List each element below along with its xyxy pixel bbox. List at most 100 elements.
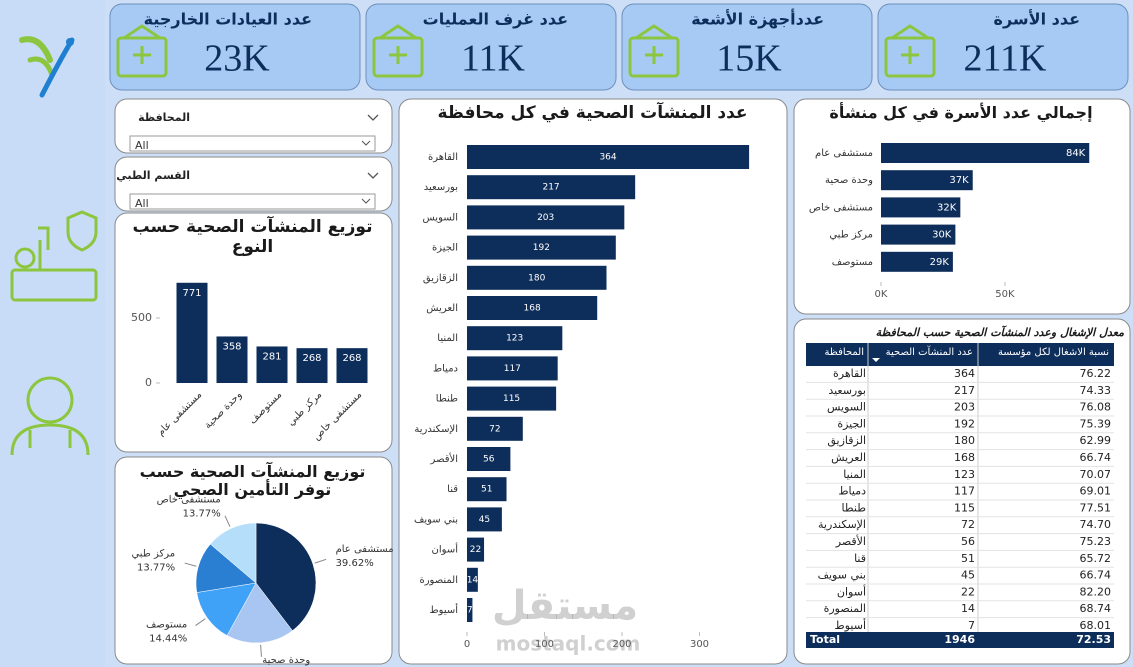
pie-slice — [195, 543, 257, 593]
x-tick-label: 100 — [535, 639, 554, 650]
table-cell: دمياط — [838, 485, 866, 498]
y-tick-label: أسوان — [432, 543, 459, 556]
kpi-icon — [884, 24, 936, 78]
bar — [467, 175, 636, 200]
pie-category-label: مستشفى خاص — [157, 495, 221, 506]
pie-category-label: مستشفى عام — [336, 544, 394, 555]
bar-value-label: 281 — [262, 351, 281, 362]
table-total-cell: 72.53 — [1076, 633, 1111, 646]
table-cell: 364 — [954, 367, 975, 380]
kpi-label: عددأجهزة الأشعة — [691, 9, 824, 29]
y-tick-label: مستشفى عام — [815, 148, 873, 159]
kpi-icon-top — [635, 24, 673, 40]
pie-category-label: وحدة صحية — [262, 655, 310, 666]
table-cell: 66.74 — [1080, 569, 1112, 582]
kpi-icon-top — [123, 24, 161, 40]
pie-value-label: 39.62% — [336, 558, 374, 569]
dropdown-chevron — [367, 172, 379, 179]
kpi-icon-body — [884, 36, 936, 78]
table-cell: 69.01 — [1080, 485, 1112, 498]
dropdown-arrow — [361, 140, 371, 146]
bar-value-label: 203 — [537, 213, 554, 223]
bar-value-label: 217 — [542, 183, 559, 193]
table-header: المحافظة — [825, 347, 864, 358]
kpi-icon — [372, 24, 424, 78]
table-header: نسبة الاشغال لكل مؤسسة — [998, 347, 1109, 358]
pie-slice — [255, 522, 317, 632]
dropdown-box — [129, 135, 376, 152]
filter-dropdown[interactable]: All — [129, 114, 379, 152]
bar-value-label: 358 — [222, 341, 241, 352]
kpi-icon — [628, 24, 680, 78]
y-tick-label: الإسكندرية — [414, 424, 458, 435]
y-tick-label: القاهرة — [428, 152, 458, 163]
table-cell: أسيوط — [835, 618, 866, 632]
pie-category-label: مستوصف — [146, 619, 187, 630]
table-total-cell: 1946 — [944, 633, 975, 646]
chart-title: إجمالي عدد الأسرة في كل منشأة — [829, 103, 1093, 122]
y-tick-label: السويس — [423, 212, 458, 223]
bar-value-label: 72 — [489, 424, 500, 434]
kpi-icon-body — [116, 36, 168, 78]
table-cell: 45 — [961, 569, 975, 582]
kpi-icon-top — [891, 24, 929, 40]
bar-value-label: 180 — [528, 273, 545, 283]
filter-dropdown[interactable]: All — [129, 172, 379, 210]
bar — [467, 205, 625, 230]
table-cell: 117 — [954, 485, 975, 498]
kpi-icon-cross — [389, 46, 407, 64]
bar — [881, 197, 961, 218]
bar-value-label: 364 — [599, 153, 616, 163]
bar — [467, 477, 507, 502]
leader-line — [195, 618, 206, 626]
x-tick-label: 300 — [690, 639, 709, 650]
bar — [881, 224, 956, 245]
table-cell: أسوان — [837, 584, 866, 598]
bar-value-label: 7 — [467, 606, 473, 616]
y-tick-label: دمياط — [433, 363, 458, 374]
y-tick-label: المنصورة — [419, 575, 458, 586]
table-cell: 77.51 — [1080, 501, 1112, 514]
bar-value-label: 168 — [524, 304, 541, 314]
bar — [256, 346, 288, 383]
table-cell: القاهرة — [833, 367, 866, 380]
bar-value-label: 56 — [483, 455, 495, 465]
kpi-value: 15K — [716, 38, 782, 80]
filter-value: All — [135, 139, 149, 152]
patient-icon — [10, 210, 98, 302]
pie-category-label: مركز طبي — [131, 548, 175, 559]
table-cell: 75.39 — [1080, 417, 1112, 430]
table-cell: بني سويف — [818, 569, 866, 582]
table-cell: 7 — [968, 619, 975, 632]
y-tick-label: 0 — [145, 376, 152, 389]
kpi-label: عدد الأسرة — [994, 10, 1080, 29]
filter-label: المحافظة — [138, 111, 190, 124]
bar-value-label: 30K — [932, 230, 952, 241]
bar-value-label: 32K — [937, 202, 957, 213]
table-cell: 68.01 — [1080, 619, 1112, 632]
kpi-icon-cross — [901, 46, 919, 64]
table-cell: 192 — [954, 417, 975, 430]
bar-value-label: 268 — [302, 353, 321, 364]
bar — [467, 416, 523, 441]
table-cell: 203 — [954, 401, 975, 414]
dropdown-chevron — [367, 114, 379, 121]
kpi-icon — [116, 24, 168, 78]
y-tick-label: 500 — [131, 311, 152, 324]
table-cell: بورسعيد — [828, 384, 866, 397]
y-tick-label: الجيزة — [432, 243, 458, 254]
dropdown-arrow — [361, 198, 371, 204]
kpi-value: 11K — [461, 38, 526, 80]
bar-value-label: 117 — [504, 364, 521, 374]
y-tick-label: الأقصر — [430, 452, 458, 465]
kpi-icon-cross — [133, 46, 151, 64]
y-tick-label: مركز طبي — [829, 230, 873, 241]
table-cell: المنيا — [843, 468, 866, 481]
y-tick-label: مستشفى خاص — [809, 202, 873, 213]
table-total-cell: Total — [810, 633, 840, 646]
watermark-latin: mostaql.com — [496, 632, 641, 656]
table-cell: 115 — [954, 501, 975, 514]
table-cell: 168 — [954, 451, 975, 464]
bar-value-label: 84K — [1066, 148, 1086, 159]
